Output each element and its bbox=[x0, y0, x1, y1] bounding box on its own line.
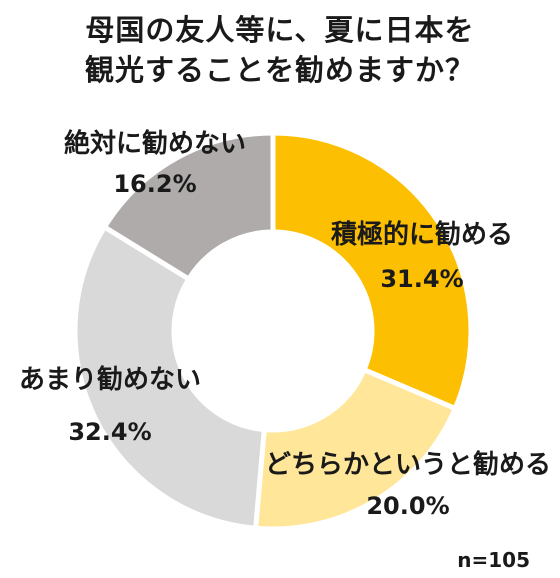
donut-slice-somewhat bbox=[252, 366, 459, 532]
slice-value-rather-not: 32.4% bbox=[68, 418, 151, 446]
chart-title-line-1: 母国の友人等に、夏に日本を bbox=[85, 13, 475, 47]
chart-title-line-2: 観光することを勧めますか？ bbox=[84, 53, 475, 87]
donut-slice-proactive bbox=[270, 130, 474, 412]
slice-label-never: 絶対に勧めない bbox=[64, 128, 246, 159]
slice-label-rather-not: あまり勧めない bbox=[19, 364, 201, 395]
slice-value-somewhat: 20.0% bbox=[366, 492, 449, 520]
slice-value-never: 16.2% bbox=[113, 170, 196, 198]
slice-label-somewhat: どちらかというと勧める bbox=[265, 449, 551, 480]
slice-value-proactive: 31.4% bbox=[380, 265, 463, 293]
sample-size-note: n=105 bbox=[457, 548, 530, 572]
slice-label-proactive: 積極的に勧める bbox=[331, 219, 513, 250]
donut-slice-rather-not bbox=[72, 223, 268, 531]
donut-slice-never bbox=[101, 130, 276, 283]
